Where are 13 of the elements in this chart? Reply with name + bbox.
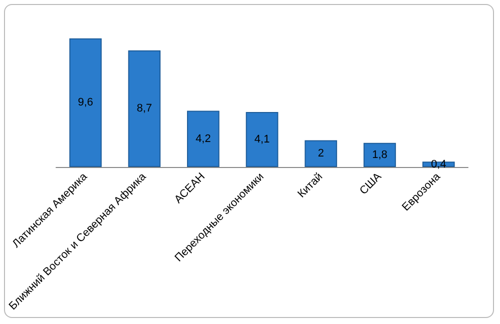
bar: [304, 140, 338, 167]
bar: [128, 50, 161, 167]
data-label: 4,2: [196, 132, 211, 145]
bar: [187, 110, 220, 167]
data-label: 1,8: [372, 148, 388, 161]
data-label: 8,7: [136, 102, 152, 115]
data-label: 0,4: [430, 158, 446, 170]
bar: [364, 142, 396, 167]
data-label: 4,1: [254, 134, 270, 146]
data-label: 2: [318, 148, 324, 160]
bar: [246, 112, 278, 167]
data-label: 9,6: [78, 96, 94, 109]
bar: [69, 38, 102, 167]
